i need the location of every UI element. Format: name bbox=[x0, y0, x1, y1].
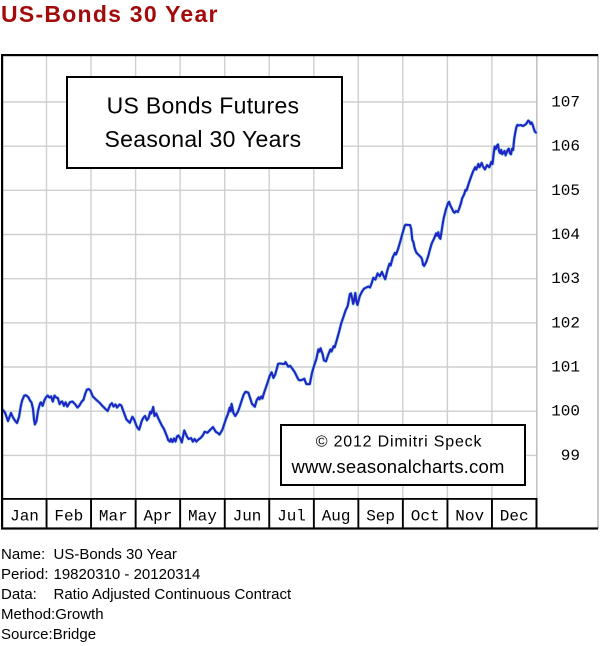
svg-text:Mar: Mar bbox=[99, 508, 128, 526]
svg-text:Feb: Feb bbox=[54, 508, 83, 526]
svg-text:www.seasonalcharts.com: www.seasonalcharts.com bbox=[290, 456, 504, 477]
svg-text:Jul: Jul bbox=[277, 508, 306, 526]
svg-text:107: 107 bbox=[551, 94, 580, 112]
svg-text:104: 104 bbox=[551, 226, 580, 244]
svg-text:© 2012 Dimitri Speck: © 2012 Dimitri Speck bbox=[316, 434, 483, 451]
svg-text:Dec: Dec bbox=[500, 508, 529, 526]
svg-text:105: 105 bbox=[551, 182, 580, 200]
svg-text:Apr: Apr bbox=[143, 508, 172, 526]
svg-text:99: 99 bbox=[561, 447, 580, 465]
svg-text:Sep: Sep bbox=[366, 508, 395, 526]
svg-text:101: 101 bbox=[551, 359, 580, 377]
svg-text:Aug: Aug bbox=[322, 508, 351, 526]
svg-text:106: 106 bbox=[551, 138, 580, 156]
svg-text:103: 103 bbox=[551, 270, 580, 288]
svg-text:Nov: Nov bbox=[455, 508, 484, 526]
svg-text:Oct: Oct bbox=[411, 508, 440, 526]
svg-text:Jan: Jan bbox=[10, 508, 39, 526]
svg-text:Jun: Jun bbox=[233, 508, 262, 526]
svg-text:May: May bbox=[188, 508, 217, 526]
svg-text:Seasonal 30 Years: Seasonal 30 Years bbox=[105, 126, 302, 152]
svg-text:100: 100 bbox=[551, 403, 580, 421]
svg-text:US Bonds Futures: US Bonds Futures bbox=[107, 93, 300, 119]
svg-text:102: 102 bbox=[551, 314, 580, 332]
